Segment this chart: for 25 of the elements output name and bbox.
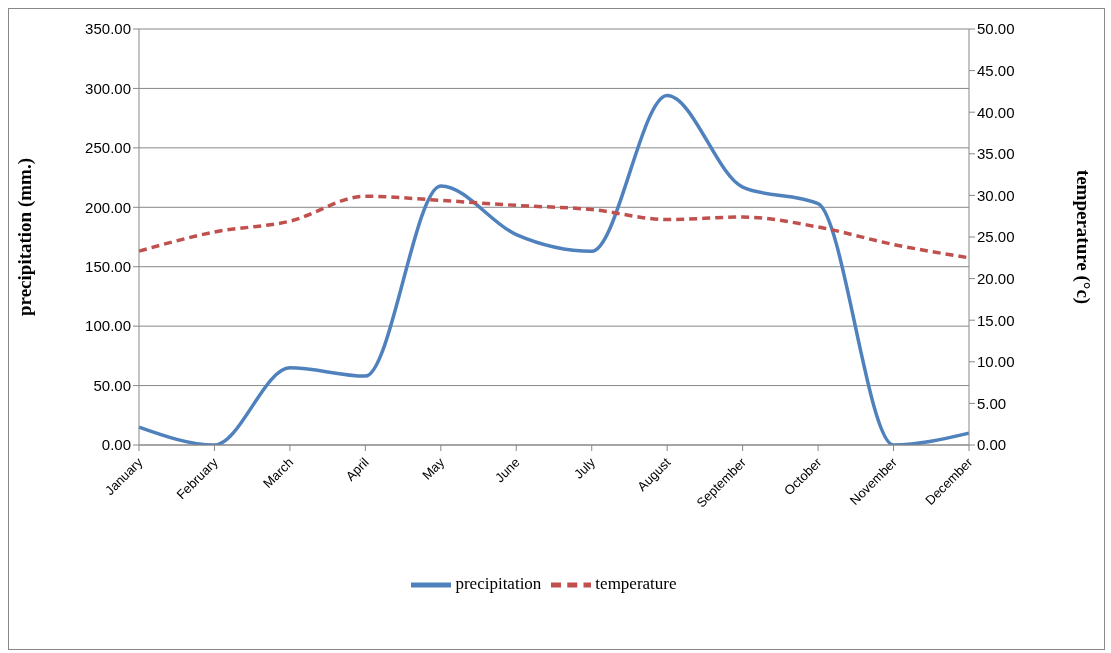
y-tick-label: 200.00: [85, 198, 131, 216]
y2-tick-label: 0.00: [977, 436, 1007, 454]
y-tick-label: 50.00: [93, 376, 131, 394]
y2-tick-label: 25.00: [977, 228, 1015, 246]
y-tick-label: 300.00: [85, 79, 131, 97]
x-tick-label: May: [419, 454, 448, 483]
y2-tick-label: 5.00: [977, 394, 1007, 412]
y2-axis-title: temperature (°c): [1072, 169, 1095, 305]
y2-tick-label: 40.00: [977, 103, 1015, 121]
y-tick-label: 0.00: [101, 436, 131, 454]
y2-tick-label: 45.00: [977, 61, 1015, 79]
y2-tick-label: 50.00: [977, 20, 1015, 38]
legend-label: precipitation: [455, 573, 542, 593]
y2-tick-label: 30.00: [977, 186, 1015, 204]
y2-tick-label: 15.00: [977, 311, 1015, 329]
y-tick-label: 100.00: [85, 317, 131, 335]
legend-label: temperature: [595, 573, 677, 593]
y-tick-label: 150.00: [85, 258, 131, 276]
y-tick-label: 250.00: [85, 139, 131, 157]
y-tick-label: 350.00: [85, 20, 131, 38]
y2-tick-label: 35.00: [977, 145, 1015, 163]
y2-tick-label: 10.00: [977, 353, 1015, 371]
y2-tick-label: 20.00: [977, 269, 1015, 287]
x-tick-label: July: [571, 454, 599, 482]
y-axis-title: precipitation (mm.): [13, 158, 36, 316]
